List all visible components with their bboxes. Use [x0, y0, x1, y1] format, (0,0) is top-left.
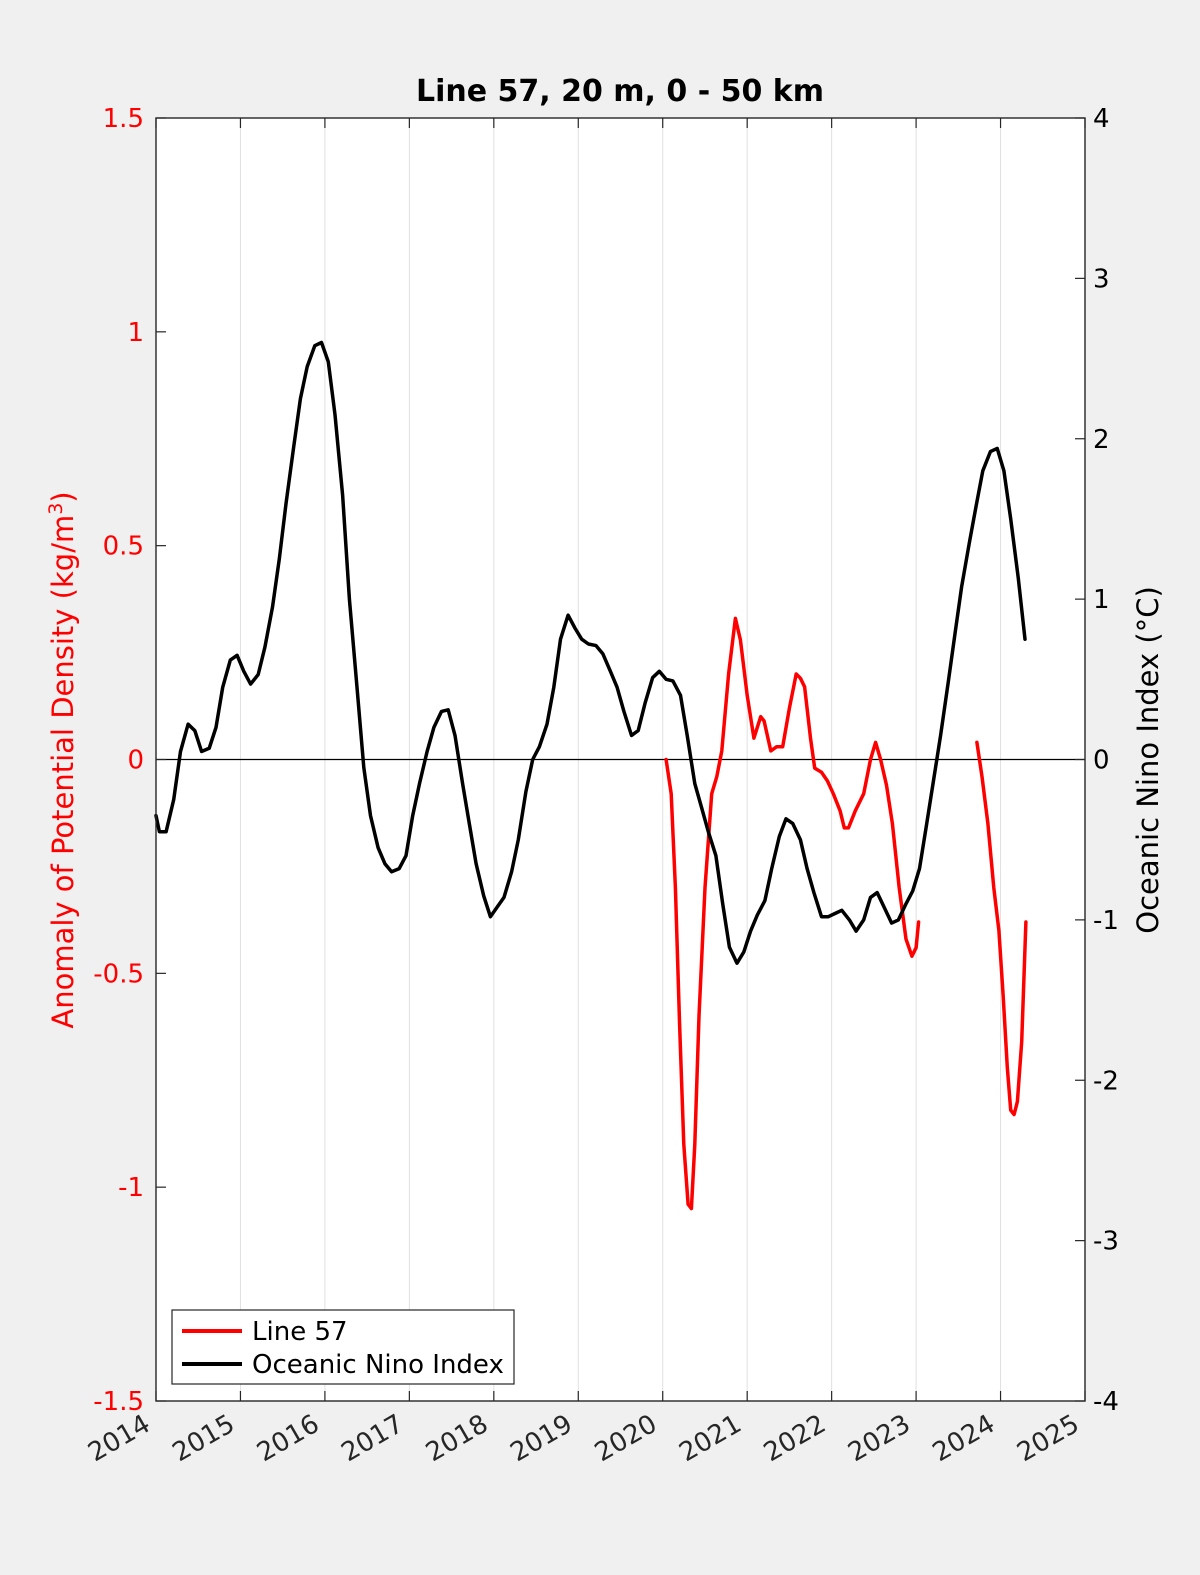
right-tick-label-4: 4: [1093, 104, 1110, 134]
left-axis-label-main: Anomaly of Potential Density (kg/m: [46, 515, 80, 1029]
right-tick-label--4: -4: [1093, 1387, 1119, 1417]
right-tick-label-2: 2: [1093, 425, 1110, 455]
right-tick-label--3: -3: [1093, 1227, 1119, 1257]
left-tick-label-0: 0: [127, 746, 144, 776]
left-axis-label-end: ): [46, 491, 80, 502]
left-tick-label-1: 1: [127, 318, 144, 348]
right-axis-label: Oceanic Nino Index (°C): [1131, 586, 1165, 934]
chart-title: Line 57, 20 m, 0 - 50 km: [416, 74, 824, 109]
left-axis-label-superscript: 3: [45, 503, 67, 515]
right-axis-ticks: -4 -3 -2 -1 0 1 2 3 4: [1075, 104, 1119, 1417]
series-layer: [154, 340, 1028, 1211]
left-axis-label: Anomaly of Potential Density (kg/m3): [45, 491, 80, 1028]
legend: Line 57 Oceanic Nino Index: [171, 1309, 515, 1385]
right-tick-label--2: -2: [1093, 1066, 1119, 1096]
right-tick-label-3: 3: [1093, 264, 1110, 294]
series-oceanic-nino-index-segment-1: [154, 340, 1027, 965]
legend-label-line57: Line 57: [252, 1317, 348, 1347]
left-tick-label-0.5: 0.5: [103, 532, 144, 562]
left-tick-label--1: -1: [118, 1173, 144, 1203]
right-tick-label--1: -1: [1093, 906, 1119, 936]
legend-box: [171, 1309, 515, 1385]
series-line-57-segment-1: [664, 616, 921, 1211]
series-line-57-segment-2: [975, 740, 1028, 1117]
left-tick-label--0.5: -0.5: [93, 959, 144, 989]
right-tick-label-0: 0: [1093, 746, 1110, 776]
left-tick-label--1.5: -1.5: [93, 1387, 144, 1417]
legend-label-oni: Oceanic Nino Index: [252, 1350, 504, 1380]
right-tick-label-1: 1: [1093, 585, 1110, 615]
left-axis-ticks: -1.5 -1 -0.5 0 0.5 1 1.5: [93, 104, 166, 1417]
left-tick-label-1.5: 1.5: [103, 104, 144, 134]
